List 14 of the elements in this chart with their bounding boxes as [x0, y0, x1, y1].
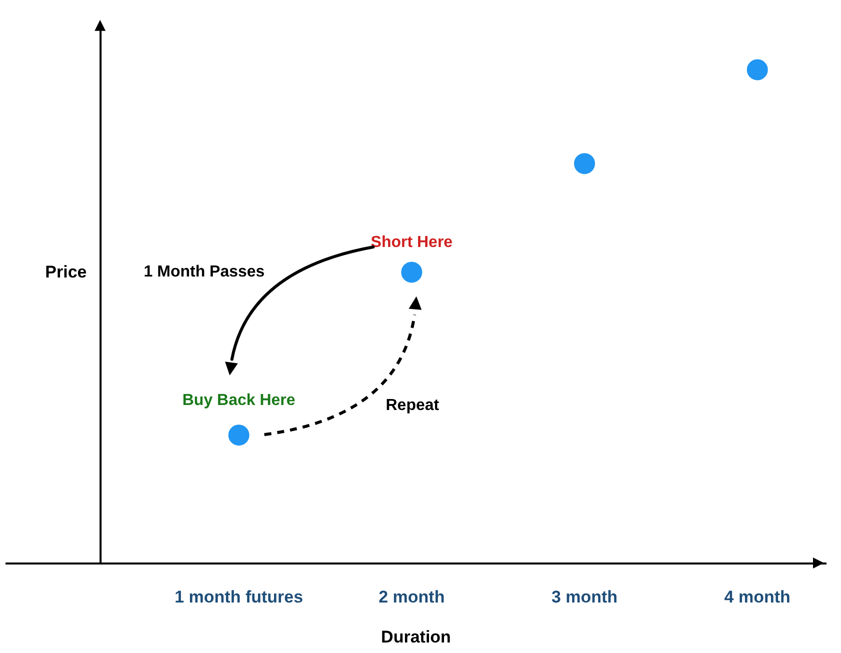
point: [228, 424, 250, 446]
x-tick-label: 4 month: [724, 588, 790, 606]
annotation: Repeat: [386, 397, 440, 414]
x-tick-label: 3 month: [551, 588, 618, 606]
annotation: Short Here: [370, 234, 453, 252]
x-tick-label: 1 month futures: [174, 588, 304, 606]
point: [746, 59, 768, 80]
point: [574, 153, 596, 174]
annotation: Buy Back Here: [182, 392, 296, 410]
y-axis-title: Price: [45, 262, 87, 282]
x-tick-label: 2 month: [378, 588, 445, 606]
annotation: 1 Month Passes: [144, 264, 265, 281]
x-axis-title: Duration: [381, 628, 451, 646]
point: [401, 262, 422, 283]
